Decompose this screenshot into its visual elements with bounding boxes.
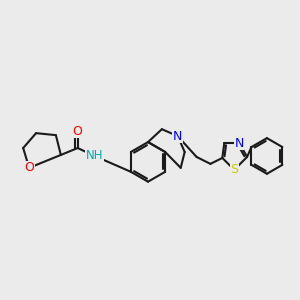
Text: N: N [235, 136, 244, 150]
Text: N: N [173, 130, 182, 142]
Text: S: S [230, 163, 238, 176]
Text: O: O [73, 125, 82, 138]
Text: NH: NH [86, 149, 103, 162]
Text: O: O [24, 161, 34, 174]
